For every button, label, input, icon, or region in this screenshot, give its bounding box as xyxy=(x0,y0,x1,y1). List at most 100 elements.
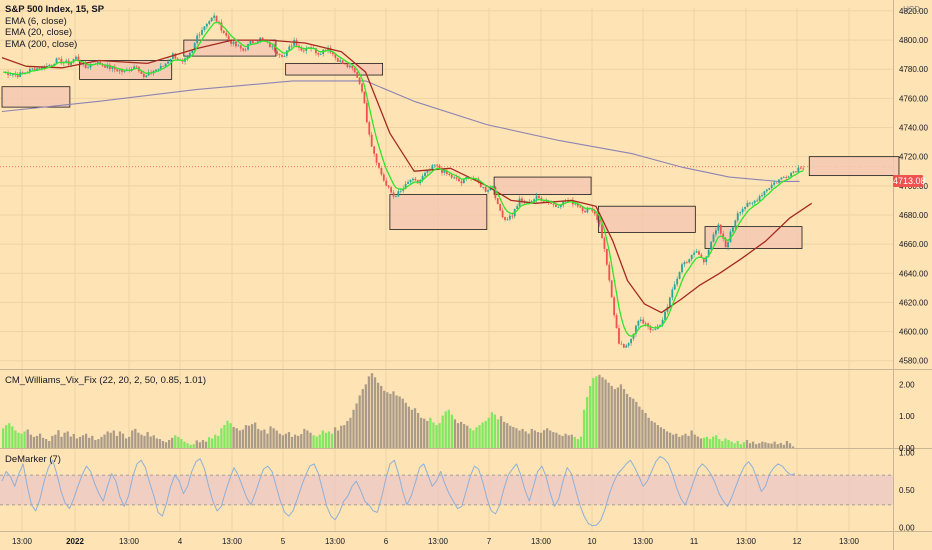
price-tick-label: 4640.00 xyxy=(899,269,928,278)
vix-bar xyxy=(303,428,306,448)
candle-body xyxy=(348,65,351,68)
vix-bar xyxy=(788,443,792,448)
vix-bar xyxy=(518,430,521,448)
vix-bar xyxy=(217,435,220,448)
vix-bar xyxy=(770,443,773,448)
vix-bar xyxy=(109,432,112,448)
vix-bar xyxy=(607,382,610,448)
vix-bar xyxy=(183,441,186,448)
candle-body xyxy=(630,338,633,344)
candle-body xyxy=(361,83,363,92)
candle-body xyxy=(441,169,443,173)
candle-body xyxy=(639,319,642,321)
candle-body xyxy=(535,195,538,200)
vix-bar xyxy=(659,427,663,448)
price-tick-label: 4580.00 xyxy=(899,357,928,366)
vix-bar xyxy=(180,439,183,448)
candle-body xyxy=(242,48,245,51)
vix-bar xyxy=(558,434,561,448)
candle-body xyxy=(496,198,499,205)
time-tick-label: 10 xyxy=(588,537,597,546)
vix-bar xyxy=(773,441,776,448)
candle-body xyxy=(353,68,356,73)
legend-ema-20[interactable]: EMA (20, close) xyxy=(5,27,73,38)
candle-body xyxy=(387,185,390,188)
candle-body xyxy=(681,264,683,273)
vix-bar xyxy=(78,436,82,448)
vix-bar xyxy=(223,425,226,448)
candle-body xyxy=(365,103,368,123)
candle-body xyxy=(746,203,749,207)
candle-body xyxy=(756,200,759,202)
candle-body xyxy=(700,254,703,258)
vix-bar xyxy=(17,432,20,448)
vix-bar xyxy=(739,444,742,448)
vix-bar xyxy=(699,438,702,448)
vix-bar xyxy=(177,436,180,448)
vix-bar xyxy=(638,406,641,448)
candle-body xyxy=(605,248,608,265)
demarker-tick-label: 0.50 xyxy=(899,486,915,495)
candle-body xyxy=(516,206,519,209)
vix-bar xyxy=(72,433,75,448)
legend-ema-6[interactable]: EMA (6, close) xyxy=(5,15,67,27)
last-price-tag: 4713.08 xyxy=(893,175,926,187)
candle-body xyxy=(232,41,235,44)
candle-body xyxy=(557,206,560,208)
candle-body xyxy=(123,70,126,72)
candle-body xyxy=(722,233,725,239)
vix-bar xyxy=(469,428,472,448)
vix-bar xyxy=(321,430,324,448)
candle-body xyxy=(11,74,14,76)
vix-bar xyxy=(134,428,137,448)
vix-bar xyxy=(51,435,54,448)
candle-body xyxy=(698,251,700,255)
candle-body xyxy=(443,170,446,173)
candle-body xyxy=(610,280,613,298)
time-tick-label: 11 xyxy=(690,537,699,546)
vix-bar xyxy=(622,389,626,448)
candle-body xyxy=(715,230,717,235)
vix-bar xyxy=(11,426,14,448)
candle-body xyxy=(317,53,320,55)
candle-body xyxy=(453,177,456,179)
candle-body xyxy=(574,203,577,205)
vix-bar xyxy=(269,426,272,448)
vix-bar xyxy=(54,434,57,448)
vix-bar xyxy=(582,409,586,448)
vix-bar xyxy=(392,391,395,448)
legend-ema-200[interactable]: EMA (200, close) xyxy=(5,38,78,50)
candle-body xyxy=(331,52,334,55)
vix-bar xyxy=(266,433,269,448)
vix-bar xyxy=(60,436,63,448)
vix-bar xyxy=(121,433,125,448)
vix-bar xyxy=(364,384,367,448)
vix-bar xyxy=(506,423,509,448)
candle-body xyxy=(533,199,536,202)
candle-body xyxy=(249,41,252,45)
candle-body xyxy=(48,64,51,67)
time-tick-label: 13:00 xyxy=(428,537,449,546)
vix-panel-title[interactable]: CM_Williams_Vix_Fix (22, 20, 2, 50, 0.85… xyxy=(5,375,206,386)
demarker-panel-title[interactable]: DeMarker (7) xyxy=(5,454,61,465)
vix-bar xyxy=(171,437,174,448)
candle-body xyxy=(341,60,344,64)
candle-body xyxy=(416,180,419,184)
candle-body xyxy=(702,257,705,263)
time-tick-label: 13:00 xyxy=(119,537,140,546)
vix-bar xyxy=(681,435,684,448)
candle-body xyxy=(787,176,790,178)
vix-bar xyxy=(118,431,122,448)
candle-body xyxy=(79,61,82,65)
vix-bar xyxy=(761,441,764,448)
vix-bar xyxy=(340,425,343,448)
candle-body xyxy=(283,55,286,57)
candle-body xyxy=(586,209,589,213)
vix-bar xyxy=(684,433,687,448)
time-tick-label: 2022 xyxy=(66,537,84,546)
candle-body xyxy=(438,165,441,170)
vix-bar xyxy=(426,420,429,448)
vix-bar xyxy=(355,403,358,448)
candle-body xyxy=(538,195,540,198)
